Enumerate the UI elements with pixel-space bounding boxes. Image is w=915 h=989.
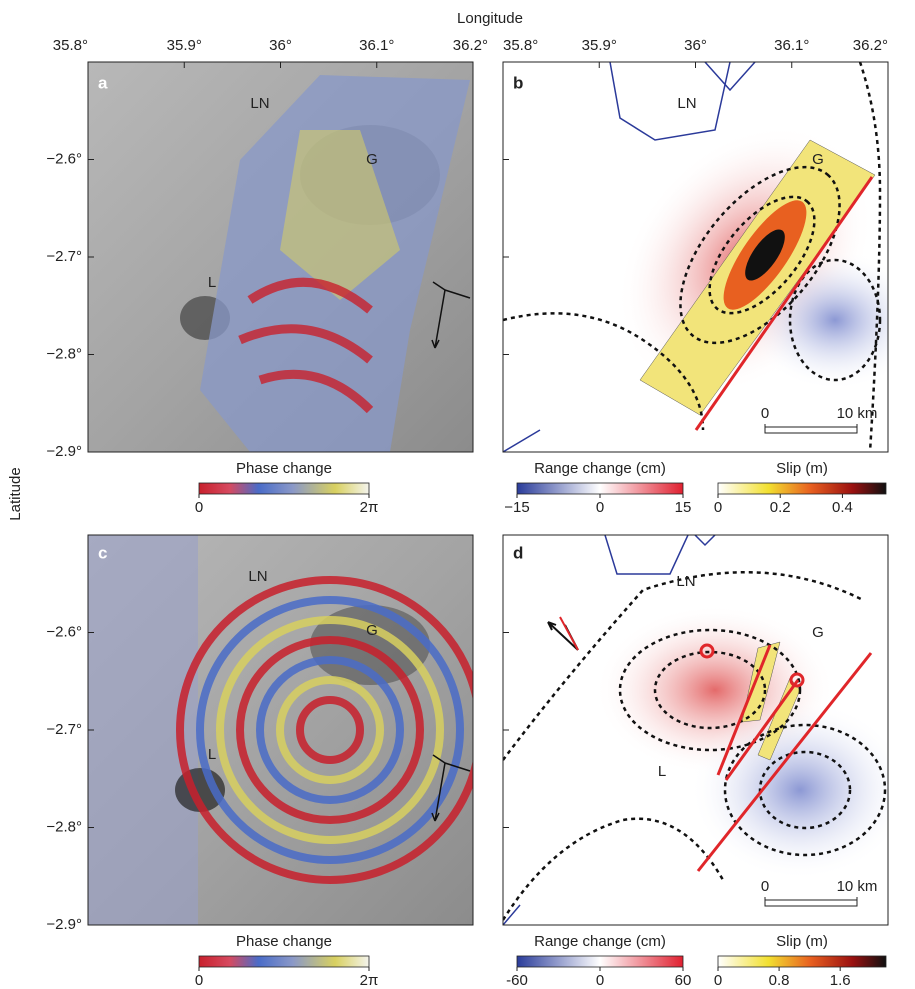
place-label: G: [812, 151, 824, 168]
x-tick-label: 36°: [269, 37, 292, 54]
y-tick-label: −2.6°: [46, 623, 82, 640]
panel-label: c: [98, 543, 107, 562]
y-tick-label: −2.6°: [46, 150, 82, 167]
colorbar-tick-label: 0: [195, 499, 203, 516]
y-tick-label: −2.7°: [46, 721, 82, 738]
panel-b-map: [503, 62, 915, 452]
subsidence-lobe: [690, 700, 910, 880]
place-label: G: [366, 151, 378, 168]
colorbar-tick-label: 0.8: [769, 972, 790, 989]
place-label: G: [366, 622, 378, 639]
x-tick-label: 36.2°: [853, 37, 888, 54]
scale-bar-label: 10 km: [837, 878, 878, 895]
place-label: L: [658, 763, 666, 780]
colorbar-title: Slip (m): [776, 933, 828, 950]
scale-bar-label: 10 km: [837, 405, 878, 422]
colorbar-title: Phase change: [236, 460, 332, 477]
colorbar-title: Range change (cm): [534, 933, 666, 950]
panel-d-map: [503, 535, 910, 925]
figure: Longitude Latitude: [0, 0, 915, 989]
y-tick-label: −2.8°: [46, 818, 82, 835]
satellite-arrow: [548, 622, 578, 650]
colorbar: [517, 956, 683, 967]
scale-bar-label: 0: [761, 878, 769, 895]
colorbar-tick-label: 15: [675, 499, 692, 516]
colorbar-tick-label: 0: [195, 972, 203, 989]
page: Figure {"figure": { "x_label": "Longitud…: [0, 0, 915, 989]
colorbar-tick-label: -60: [506, 972, 528, 989]
colorbar-title: Slip (m): [776, 460, 828, 477]
place-label: LN: [250, 95, 269, 112]
colorbar-tick-label: 0.4: [832, 499, 853, 516]
colorbar-tick-label: −15: [504, 499, 529, 516]
colorbar: [199, 483, 369, 494]
place-label: L: [208, 746, 216, 763]
colorbar-tick-label: 0.2: [770, 499, 791, 516]
colorbar: [718, 956, 886, 967]
colorbar-tick-label: 0: [714, 972, 722, 989]
panel-a-map: [88, 62, 473, 452]
colorbar: [517, 483, 683, 494]
panel-label: b: [513, 73, 523, 92]
colorbar-tick-label: 2π: [360, 972, 379, 989]
place-label: G: [812, 624, 824, 641]
x-tick-label: 35.9°: [167, 37, 202, 54]
x-axis-label: Longitude: [457, 10, 523, 27]
satellite-arrow: [560, 617, 578, 650]
x-tick-label: 36.1°: [359, 37, 394, 54]
scale-bar: [765, 427, 857, 433]
panel-label: d: [513, 543, 523, 562]
y-tick-label: −2.7°: [46, 248, 82, 265]
place-label: L: [208, 274, 216, 291]
y-axis-label: Latitude: [7, 467, 24, 520]
colorbar: [718, 483, 886, 494]
colorbar-title: Phase change: [236, 933, 332, 950]
colorbar: [199, 956, 369, 967]
colorbar-tick-label: 0: [596, 972, 604, 989]
colorbar-tick-label: 0: [596, 499, 604, 516]
panel-label: a: [98, 73, 108, 92]
y-tick-label: −2.8°: [46, 345, 82, 362]
scale-bar: [765, 900, 857, 906]
body: Longitude Latitude: [0, 0, 915, 989]
x-tick-label: 35.8°: [53, 37, 88, 54]
place-label: LN: [676, 573, 695, 590]
place-label: LN: [677, 95, 696, 112]
x-tick-label: 36°: [684, 37, 707, 54]
y-tick-label: −2.9°: [46, 443, 82, 460]
x-tick-label: 35.9°: [582, 37, 617, 54]
x-tick-label: 35.8°: [503, 37, 538, 54]
colorbar-tick-label: 1.6: [830, 972, 851, 989]
y-tick-label: −2.9°: [46, 916, 82, 933]
colorbar-tick-label: 60: [675, 972, 692, 989]
scale-bar-label: 0: [761, 405, 769, 422]
panel-c-map: [88, 535, 480, 925]
place-label: LN: [248, 568, 267, 585]
x-tick-label: 36.2°: [453, 37, 488, 54]
colorbar-title: Range change (cm): [534, 460, 666, 477]
x-tick-label: 36.1°: [774, 37, 809, 54]
colorbar-tick-label: 2π: [360, 499, 379, 516]
colorbar-tick-label: 0: [714, 499, 722, 516]
